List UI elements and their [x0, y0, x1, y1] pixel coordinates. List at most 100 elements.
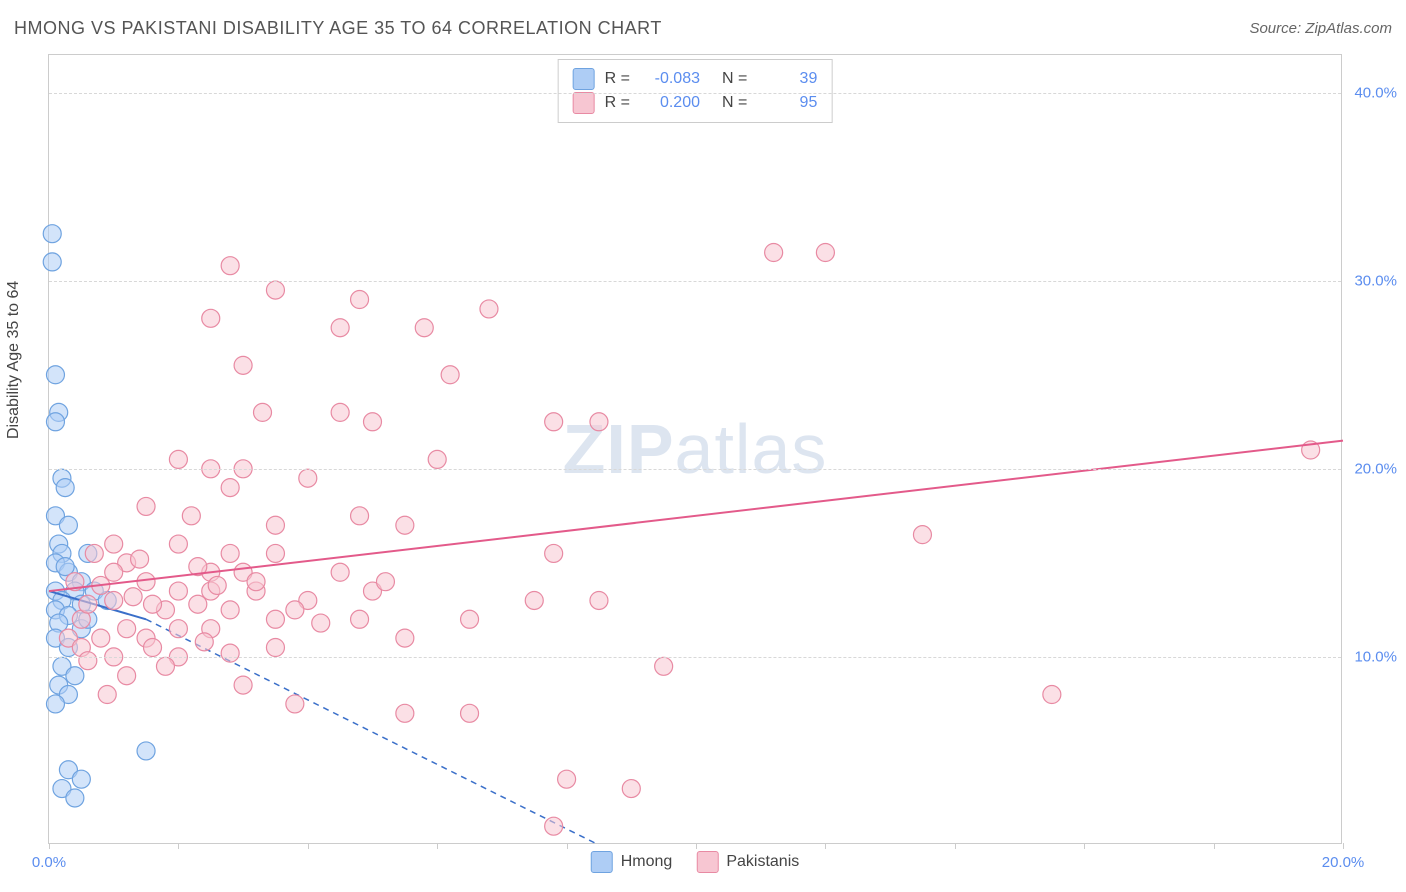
data-point	[480, 300, 498, 318]
x-tick	[1343, 843, 1344, 849]
data-point	[376, 573, 394, 591]
series-legend: Hmong Pakistanis	[591, 851, 800, 873]
legend-swatch	[573, 68, 595, 90]
data-point	[118, 620, 136, 638]
data-point	[331, 403, 349, 421]
x-tick-label: 0.0%	[32, 854, 66, 871]
data-point	[137, 497, 155, 515]
data-point	[208, 576, 226, 594]
data-point	[441, 366, 459, 384]
data-point	[72, 770, 90, 788]
data-point	[144, 639, 162, 657]
x-tick	[1214, 843, 1215, 849]
data-point	[428, 450, 446, 468]
data-point	[105, 591, 123, 609]
correlation-legend: R =-0.083N =39R =0.200N =95	[558, 59, 833, 123]
data-point	[622, 780, 640, 798]
data-point	[124, 588, 142, 606]
data-point	[234, 676, 252, 694]
scatter-svg	[49, 55, 1341, 843]
x-tick	[178, 843, 179, 849]
data-point	[118, 667, 136, 685]
data-point	[195, 633, 213, 651]
data-point	[266, 516, 284, 534]
legend-row: R =-0.083N =39	[573, 68, 818, 90]
legend-swatch	[573, 92, 595, 114]
data-point	[85, 544, 103, 562]
data-point	[144, 595, 162, 613]
data-point	[98, 686, 116, 704]
data-point	[221, 544, 239, 562]
legend-swatch	[696, 851, 718, 873]
data-point	[396, 629, 414, 647]
data-point	[156, 657, 174, 675]
data-point	[461, 610, 479, 628]
legend-item: Hmong	[591, 851, 673, 873]
data-point	[221, 644, 239, 662]
data-point	[105, 563, 123, 581]
x-tick	[567, 843, 568, 849]
x-tick	[1084, 843, 1085, 849]
data-point	[247, 573, 265, 591]
data-point	[169, 535, 187, 553]
x-tick-label: 20.0%	[1322, 854, 1365, 871]
data-point	[396, 516, 414, 534]
x-tick	[825, 843, 826, 849]
r-label: R =	[605, 70, 630, 88]
chart-title: HMONG VS PAKISTANI DISABILITY AGE 35 TO …	[14, 18, 662, 39]
data-point	[266, 639, 284, 657]
n-label: N =	[722, 70, 747, 88]
data-point	[331, 319, 349, 337]
x-tick	[696, 843, 697, 849]
n-value: 95	[757, 94, 817, 112]
n-value: 39	[757, 70, 817, 88]
data-point	[182, 507, 200, 525]
data-point	[266, 544, 284, 562]
legend-label: Hmong	[621, 853, 673, 871]
data-point	[169, 620, 187, 638]
data-point	[765, 244, 783, 262]
trend-line-extrapolated	[146, 619, 599, 845]
data-point	[266, 610, 284, 628]
data-point	[351, 291, 369, 309]
data-point	[46, 695, 64, 713]
y-tick-label: 30.0%	[1354, 272, 1397, 289]
data-point	[234, 356, 252, 374]
data-point	[169, 582, 187, 600]
r-value: 0.200	[640, 94, 700, 112]
legend-item: Pakistanis	[696, 851, 799, 873]
data-point	[913, 526, 931, 544]
gridline	[49, 469, 1341, 470]
data-point	[92, 629, 110, 647]
data-point	[66, 667, 84, 685]
data-point	[43, 253, 61, 271]
data-point	[79, 595, 97, 613]
chart-plot-area: ZIPatlas R =-0.083N =39R =0.200N =95 Hmo…	[48, 54, 1342, 844]
data-point	[254, 403, 272, 421]
data-point	[46, 366, 64, 384]
data-point	[266, 281, 284, 299]
data-point	[137, 573, 155, 591]
data-point	[46, 413, 64, 431]
n-label: N =	[722, 94, 747, 112]
gridline	[49, 657, 1341, 658]
data-point	[816, 244, 834, 262]
data-point	[43, 225, 61, 243]
data-point	[396, 704, 414, 722]
data-point	[415, 319, 433, 337]
data-point	[131, 550, 149, 568]
data-point	[59, 516, 77, 534]
y-tick-label: 10.0%	[1354, 648, 1397, 665]
data-point	[590, 591, 608, 609]
data-point	[286, 601, 304, 619]
x-tick	[437, 843, 438, 849]
legend-label: Pakistanis	[726, 853, 799, 871]
r-label: R =	[605, 94, 630, 112]
legend-swatch	[591, 851, 613, 873]
data-point	[351, 610, 369, 628]
gridline	[49, 93, 1341, 94]
data-point	[221, 601, 239, 619]
data-point	[169, 450, 187, 468]
data-point	[202, 309, 220, 327]
data-point	[545, 817, 563, 835]
